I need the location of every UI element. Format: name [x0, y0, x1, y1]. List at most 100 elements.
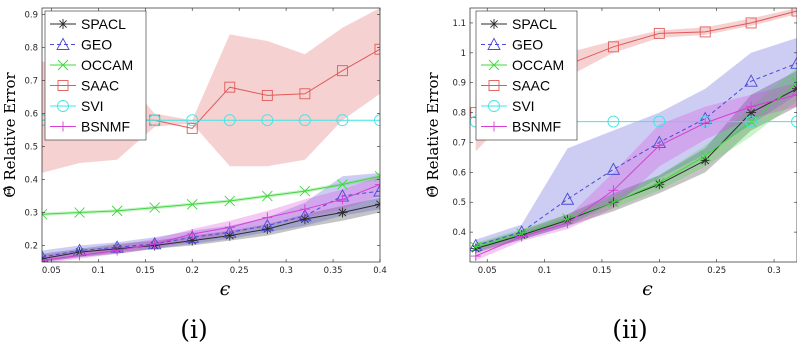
point-bsnmf-6	[746, 101, 757, 112]
band-geo	[475, 37, 797, 252]
y-axis-label: Θ̂ Relative Error	[424, 71, 442, 197]
point-spacl-7	[299, 214, 310, 225]
point-bsnmf-5	[224, 222, 235, 233]
y-tick-label: 0.5	[452, 198, 466, 208]
point-svi-9	[374, 114, 380, 127]
point-saac-7	[791, 8, 797, 17]
point-bsnmf-4	[654, 140, 665, 151]
point-svi-3	[607, 115, 620, 128]
band-spacl	[475, 70, 797, 253]
point-occam-5	[699, 150, 711, 162]
line-spacl	[475, 88, 797, 250]
point-spacl-5	[224, 230, 235, 241]
point-bsnmf-4	[187, 228, 198, 239]
x-tick-label: 0.25	[707, 266, 726, 276]
x-tick-label: 0.3	[279, 266, 293, 276]
legend-label-svi: SVI	[512, 98, 535, 114]
x-axis-label: ϵ	[642, 278, 653, 300]
x-tick-label: 0.15	[136, 266, 155, 276]
point-geo-6	[744, 74, 758, 87]
legend-label-saac: SAAC	[81, 78, 119, 94]
point-geo-0	[42, 250, 49, 262]
legend-marker-geo	[487, 37, 501, 50]
legend-label-occam: OCCAM	[512, 57, 564, 73]
point-svi-4	[186, 114, 199, 127]
x-tick-label: 0.15	[592, 266, 611, 276]
y-tick-label: 1	[461, 49, 466, 59]
point-bsnmf-7	[792, 89, 797, 100]
legend-marker-svi	[57, 100, 69, 112]
point-occam-9	[374, 170, 380, 182]
legend-marker-svi	[488, 100, 500, 112]
legend-marker-bsnmf	[489, 121, 499, 132]
point-bsnmf-3	[608, 185, 619, 196]
legend-label-svi: SVI	[81, 98, 104, 114]
y-tick-label: 0.3	[24, 209, 38, 219]
point-geo-7	[298, 208, 312, 222]
legend-marker-saac	[488, 80, 500, 91]
point-svi-7	[791, 115, 797, 128]
y-tick-label: 1.1	[452, 19, 466, 29]
band-bsnmf	[42, 176, 380, 262]
point-bsnmf-7	[299, 204, 310, 215]
point-saac-4	[653, 27, 665, 39]
legend-marker-occam	[57, 59, 69, 71]
point-spacl-4	[654, 179, 665, 190]
point-bsnmf-0	[470, 251, 481, 262]
point-spacl-0	[470, 243, 481, 254]
point-bsnmf-0	[42, 255, 47, 262]
point-geo-2	[560, 192, 575, 205]
line-bsnmf	[475, 94, 797, 257]
point-spacl-4	[187, 235, 198, 246]
point-geo-7	[790, 56, 797, 69]
x-tick-label: 0.35	[324, 266, 343, 276]
point-saac-8	[336, 65, 348, 77]
x-tick-label: 0.2	[653, 266, 667, 276]
point-bsnmf-9	[375, 179, 380, 190]
y-tick-label: 0.7	[452, 138, 466, 148]
point-bsnmf-2	[112, 245, 123, 256]
point-saac-4	[186, 122, 198, 134]
point-occam-1	[74, 207, 85, 218]
y-tick-label: 0.4	[452, 228, 466, 238]
line-spacl	[42, 203, 380, 260]
x-tick-label: 0.05	[478, 266, 497, 276]
legend: SPACL GEO OCCAM SAAC SVI BSNMF	[475, 10, 578, 141]
legend-label-bsnmf: BSNMF	[512, 119, 561, 135]
x-axis-label: ϵ	[220, 278, 231, 300]
point-bsnmf-2	[562, 218, 573, 229]
point-occam-7	[299, 185, 311, 197]
point-spacl-8	[337, 207, 348, 218]
legend-label-geo: GEO	[512, 37, 543, 53]
y-tick-label: 0.9	[452, 79, 466, 89]
legend-marker-spacl	[489, 19, 499, 29]
point-saac-6	[745, 17, 757, 29]
point-geo-9	[373, 184, 380, 197]
point-svi-4	[653, 115, 666, 128]
chart-panel-2: 0.05 0.1 0.15 0.2 0.25 0.3 0.4 0.5 0.6 0.7 0.8 0.9 1…	[424, 7, 797, 344]
legend-box	[44, 10, 147, 141]
point-occam-4	[186, 198, 198, 210]
y-axis-label: Θ̂ Relative Error	[1, 71, 19, 197]
legend-marker-geo	[56, 37, 70, 50]
point-bsnmf-3	[149, 238, 160, 249]
point-occam-0	[42, 208, 48, 220]
y-tick-label: 0.6	[24, 110, 38, 120]
point-occam-7	[791, 77, 797, 89]
legend-marker-spacl	[58, 19, 68, 29]
point-occam-3	[608, 196, 619, 208]
legend-label-occam: OCCAM	[81, 57, 133, 73]
point-bsnmf-1	[516, 231, 527, 242]
x-tick-label: 0.05	[42, 266, 61, 276]
point-geo-0	[470, 238, 483, 252]
point-svi-3	[148, 114, 161, 127]
point-occam-2	[111, 205, 123, 217]
y-tick-label: 0.9	[24, 11, 38, 21]
legend-label-geo: GEO	[81, 37, 112, 53]
legend-marker-occam	[488, 59, 500, 71]
point-occam-6	[262, 190, 273, 202]
y-tick-label: 0.2	[24, 242, 38, 252]
point-bsnmf-1	[74, 250, 85, 261]
point-occam-4	[653, 177, 665, 189]
